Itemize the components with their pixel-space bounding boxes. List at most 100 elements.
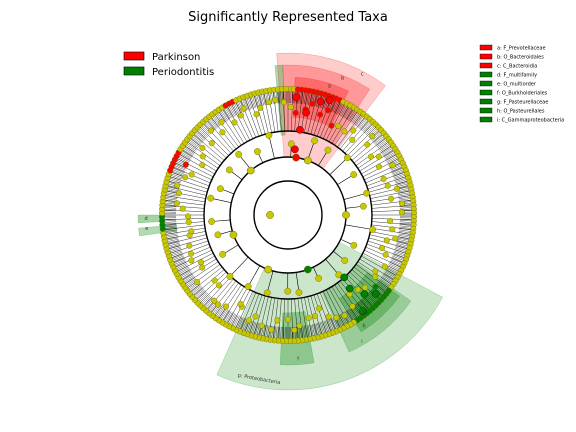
branch (180, 258, 217, 282)
leaf-branch (338, 314, 346, 328)
mid-node (384, 182, 391, 189)
leaf-branch (387, 157, 401, 165)
taxa-legend-label: d: F_multifamily (497, 73, 537, 79)
branch (244, 96, 260, 137)
mid-node (174, 200, 181, 207)
leaf-branch (185, 140, 198, 150)
branch (361, 153, 399, 175)
periodontitis-swatch (123, 66, 145, 76)
branch (294, 298, 299, 341)
clade-green-sliver (274, 64, 286, 136)
branch (202, 276, 232, 308)
leaf-branch (387, 265, 401, 273)
mid-node (268, 326, 275, 333)
branch (353, 266, 388, 294)
mid-node (292, 109, 299, 116)
branch (217, 110, 242, 146)
inner-node (315, 274, 323, 282)
taxa-legend-label: h: O_Pasteurellales (497, 109, 545, 115)
branch (371, 221, 414, 226)
branch (165, 234, 207, 245)
inner-node (295, 289, 303, 296)
mid-node (274, 317, 281, 324)
branch (173, 162, 212, 181)
mid-node (349, 303, 356, 310)
mid-node (376, 163, 383, 170)
mid-node (207, 127, 214, 134)
inner-node (265, 131, 273, 139)
inner-node (226, 273, 234, 280)
periodontitis-node (371, 290, 380, 298)
mid-node (182, 161, 189, 168)
branch (166, 237, 208, 250)
mid-node (280, 99, 287, 106)
mid-node (398, 209, 405, 216)
phylum-node (303, 265, 312, 274)
branch (297, 298, 304, 341)
mid-node (211, 277, 218, 284)
leaf-branch (198, 125, 209, 136)
mid-node (182, 174, 189, 181)
leaf-branch (248, 321, 254, 335)
leaf-branch (175, 265, 189, 273)
clade-e-highlight (138, 224, 178, 237)
branch (183, 261, 219, 286)
inner-branch (345, 224, 373, 230)
inner-node (324, 146, 332, 154)
branch (297, 89, 304, 132)
mid-node (185, 213, 192, 220)
mid-node (215, 301, 222, 308)
mid-node (199, 144, 206, 151)
branch (221, 107, 245, 144)
mid-node (188, 171, 195, 178)
inner-node (235, 150, 243, 158)
branch (192, 269, 225, 297)
branch (239, 292, 257, 332)
taxa-legend-label: f: O_Burkholderiales (497, 91, 548, 97)
mid-node (179, 205, 186, 212)
branch (195, 271, 227, 301)
leaf-branch (398, 232, 413, 235)
mid-node (317, 111, 324, 118)
group-legend: Parkinson Periodontitis (123, 51, 214, 78)
mid-node (237, 300, 244, 307)
mid-node (341, 312, 348, 319)
branch (364, 249, 403, 268)
leaf-branch (367, 125, 378, 136)
mid-node (219, 129, 226, 136)
mid-node (312, 312, 319, 319)
branch (164, 190, 206, 199)
mid-node (252, 313, 259, 320)
mid-node (388, 195, 395, 202)
mid-node (333, 314, 340, 321)
inner-node (216, 185, 224, 193)
clade-letter-i: i (361, 339, 362, 345)
branch (202, 122, 232, 154)
branch (366, 243, 407, 259)
mid-node (399, 200, 406, 207)
mid-node (237, 112, 244, 119)
taxa-legend-label: g: F_Pasteurellaceae (497, 100, 548, 106)
branch (361, 255, 399, 277)
leaf-branch (168, 175, 182, 181)
branch (221, 286, 245, 323)
branch (263, 91, 272, 133)
inner-node (208, 218, 216, 225)
mid-node (341, 128, 348, 135)
figure-title: Significantly Represented Taxa (188, 10, 388, 25)
mid-node (380, 175, 387, 182)
branch (307, 92, 318, 134)
phylum-node (264, 265, 273, 274)
inner-branch (247, 265, 261, 287)
branch (164, 231, 206, 240)
inner-node (350, 241, 358, 249)
mid-node (272, 96, 279, 103)
branch (282, 298, 285, 341)
taxa-swatch (479, 116, 493, 123)
mid-node (324, 107, 331, 114)
mid-node (291, 327, 298, 334)
parkinson-node (302, 108, 310, 117)
branch (322, 100, 341, 139)
clade-letter-d: d (144, 216, 147, 222)
branch (258, 296, 269, 338)
